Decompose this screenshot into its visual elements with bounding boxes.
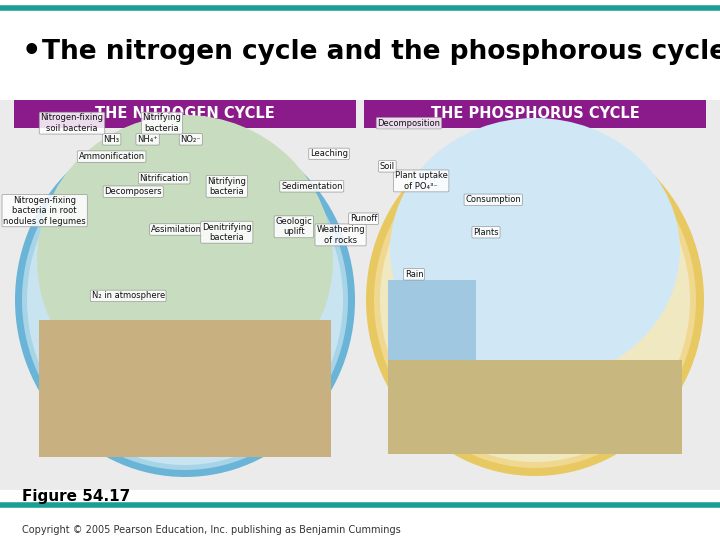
Text: Decomposition: Decomposition xyxy=(377,119,441,127)
Text: Nitrifying
bacteria: Nitrifying bacteria xyxy=(207,177,246,196)
Ellipse shape xyxy=(15,123,355,477)
Text: Runoff: Runoff xyxy=(350,214,377,223)
FancyBboxPatch shape xyxy=(14,100,356,128)
Ellipse shape xyxy=(380,138,690,462)
Text: Denitrifying
bacteria: Denitrifying bacteria xyxy=(202,222,251,242)
Text: Nitrogen-fixing
bacteria in root
nodules of legumes: Nitrogen-fixing bacteria in root nodules… xyxy=(4,195,86,226)
FancyBboxPatch shape xyxy=(0,490,720,540)
Text: Ammonification: Ammonification xyxy=(78,152,145,161)
FancyBboxPatch shape xyxy=(364,100,706,128)
Text: Sedimentation: Sedimentation xyxy=(281,182,343,191)
Text: NO₂⁻: NO₂⁻ xyxy=(181,135,201,144)
Text: Plant uptake
of PO₄³⁻: Plant uptake of PO₄³⁻ xyxy=(395,171,448,191)
FancyBboxPatch shape xyxy=(0,100,720,490)
Text: Weathering
of rocks: Weathering of rocks xyxy=(316,225,365,245)
Text: Figure 54.17: Figure 54.17 xyxy=(22,489,130,504)
FancyBboxPatch shape xyxy=(388,360,682,454)
Text: Geologic
uplift: Geologic uplift xyxy=(275,217,312,237)
Text: N₂ in atmosphere: N₂ in atmosphere xyxy=(91,292,165,300)
Text: NH₃: NH₃ xyxy=(104,135,120,144)
Text: Nitrification: Nitrification xyxy=(140,174,189,183)
Text: Nitrifying
bacteria: Nitrifying bacteria xyxy=(143,113,181,133)
Ellipse shape xyxy=(366,124,704,476)
Ellipse shape xyxy=(390,118,680,382)
Ellipse shape xyxy=(27,135,343,465)
Text: •: • xyxy=(22,37,42,66)
Text: Decomposers: Decomposers xyxy=(104,187,162,196)
Text: Soil: Soil xyxy=(379,162,395,171)
FancyBboxPatch shape xyxy=(0,8,720,90)
Text: Consumption: Consumption xyxy=(465,195,521,204)
Text: Rain: Rain xyxy=(405,270,423,279)
Ellipse shape xyxy=(22,130,348,470)
Text: Copyright © 2005 Pearson Education, Inc. publishing as Benjamin Cummings: Copyright © 2005 Pearson Education, Inc.… xyxy=(22,525,401,535)
FancyBboxPatch shape xyxy=(388,280,476,422)
Text: THE PHOSPHORUS CYCLE: THE PHOSPHORUS CYCLE xyxy=(431,106,639,122)
Text: THE NITROGEN CYCLE: THE NITROGEN CYCLE xyxy=(95,106,275,122)
Text: Leaching: Leaching xyxy=(310,150,348,158)
Text: Assimilation: Assimilation xyxy=(151,225,202,234)
Ellipse shape xyxy=(37,115,333,405)
Ellipse shape xyxy=(374,132,696,468)
Text: The nitrogen cycle and the phosphorous cycle: The nitrogen cycle and the phosphorous c… xyxy=(42,39,720,65)
Text: Nitrogen-fixing
soil bacteria: Nitrogen-fixing soil bacteria xyxy=(40,113,104,133)
Text: NH₄⁺: NH₄⁺ xyxy=(138,135,158,144)
Text: Plants: Plants xyxy=(473,228,499,237)
FancyBboxPatch shape xyxy=(39,320,331,457)
